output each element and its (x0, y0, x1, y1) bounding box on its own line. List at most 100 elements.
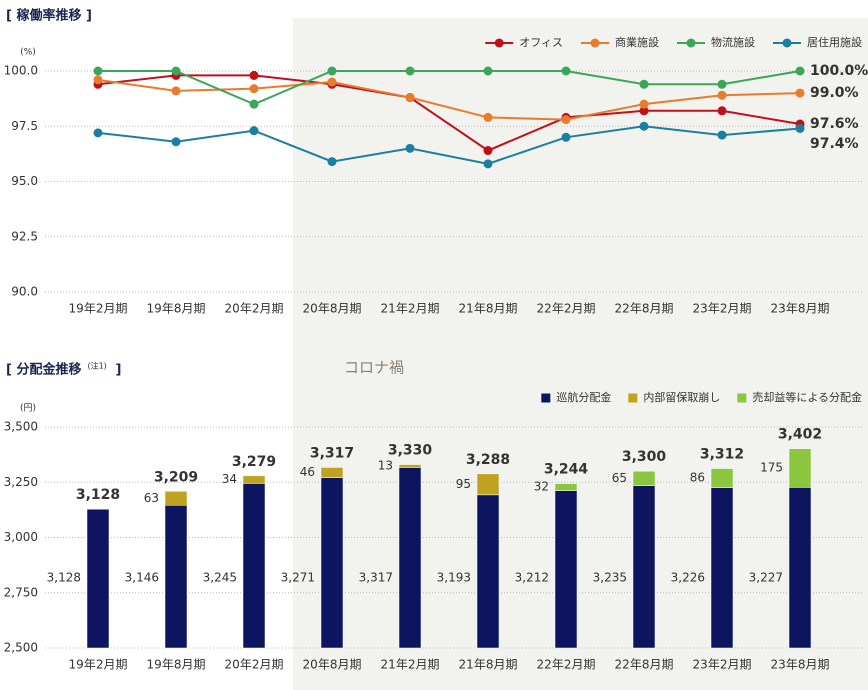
end-label: 97.4% (810, 136, 859, 152)
bar-segment (320, 477, 344, 649)
point (795, 88, 805, 98)
value-label: 3,128 (47, 571, 81, 585)
y-unit: (円) (20, 403, 36, 414)
total-label: 3,402 (778, 427, 822, 443)
point (717, 90, 727, 100)
point (483, 66, 493, 76)
point (717, 106, 727, 116)
y-tick-label: 3,500 (4, 420, 38, 434)
point (639, 79, 649, 89)
point (483, 112, 493, 122)
bar-segment (242, 483, 266, 649)
bar-segment (398, 467, 422, 649)
x-tick-label: 20年8月期 (303, 302, 362, 316)
value-label: 46 (300, 465, 315, 479)
x-tick-label: 19年8月期 (147, 658, 206, 672)
legend-icon (590, 38, 600, 48)
bar-segment (242, 475, 266, 484)
legend-icon (628, 393, 638, 403)
x-tick-label: 21年2月期 (381, 302, 440, 316)
point (561, 132, 571, 142)
point (561, 115, 571, 125)
value-label: 95 (456, 477, 471, 491)
value-label: 65 (612, 471, 627, 485)
y-unit: (%) (20, 48, 36, 58)
value-label: 3,227 (749, 571, 783, 585)
total-label: 3,288 (466, 452, 510, 468)
legend-icon (494, 38, 504, 48)
series-line (97, 74, 801, 152)
point (405, 143, 415, 153)
value-label: 34 (222, 472, 237, 486)
point (249, 70, 259, 80)
legend-icon (782, 38, 792, 48)
value-label: 3,317 (359, 571, 393, 585)
x-tick-label: 21年2月期 (381, 658, 440, 672)
legend-label: 巡航分配金 (556, 390, 611, 404)
value-label: 86 (690, 471, 705, 485)
y-tick-label: 97.5 (11, 119, 38, 133)
annotation: コロナ禍 (344, 359, 404, 377)
bar-segment (398, 464, 422, 468)
point (795, 66, 805, 76)
value-label: 32 (534, 480, 549, 494)
title-note: (注1) (87, 361, 106, 371)
x-tick-label: 20年8月期 (303, 658, 362, 672)
bar-segment (710, 487, 734, 649)
series-line (97, 78, 801, 121)
point (171, 86, 181, 96)
bar-segment (164, 491, 188, 506)
value-label: 3,226 (671, 571, 705, 585)
point (327, 157, 337, 167)
y-tick-label: 2,750 (4, 585, 38, 599)
point (93, 66, 103, 76)
point (171, 137, 181, 147)
series-line (98, 70, 801, 106)
x-tick-label: 20年2月期 (225, 658, 284, 672)
total-label: 3,209 (154, 469, 198, 485)
end-label: 100.0% (810, 63, 868, 79)
total-label: 3,312 (700, 447, 744, 463)
shaded-period (293, 18, 868, 690)
point (639, 99, 649, 109)
bar-segment (320, 467, 344, 478)
value-label: 3,245 (203, 571, 237, 585)
y-tick-label: 3,000 (4, 530, 38, 544)
point (93, 75, 103, 85)
legend-label: 売却益等による分配金 (752, 390, 862, 404)
point (561, 66, 571, 76)
total-label: 3,330 (388, 443, 433, 459)
bar-segment (554, 490, 578, 649)
end-label: 97.6% (810, 116, 859, 132)
end-label: 99.0% (810, 85, 859, 101)
total-label: 3,279 (232, 454, 276, 470)
total-label: 3,244 (544, 462, 589, 478)
x-tick-label: 22年8月期 (615, 658, 674, 672)
point (249, 84, 259, 94)
legend-label: 商業施設 (615, 35, 659, 49)
value-label: 3,146 (125, 571, 159, 585)
legend-label: 居住用施設 (807, 35, 862, 49)
bar-segment (476, 494, 500, 649)
chart-title: [ 稼働率推移 ] (6, 8, 92, 24)
bar-segment (788, 448, 812, 488)
legend-icon (686, 38, 696, 48)
legend-label: 物流施設 (711, 35, 755, 49)
x-tick-label: 23年8月期 (771, 658, 830, 672)
y-tick-label: 92.5 (11, 229, 38, 243)
x-tick-label: 19年8月期 (147, 302, 206, 316)
y-tick-label: 2,500 (4, 641, 38, 655)
x-tick-label: 19年2月期 (69, 302, 128, 316)
point (483, 159, 493, 169)
point (717, 130, 727, 140)
y-tick-label: 90.0 (11, 285, 38, 299)
series-line (97, 125, 801, 165)
value-label: 3,212 (515, 571, 549, 585)
bar-segment (632, 485, 656, 649)
x-tick-label: 21年8月期 (459, 302, 518, 316)
bar-segment (554, 483, 578, 491)
point (327, 77, 337, 87)
total-label: 3,128 (76, 487, 120, 503)
bar-segment (164, 504, 188, 649)
point (795, 123, 805, 133)
